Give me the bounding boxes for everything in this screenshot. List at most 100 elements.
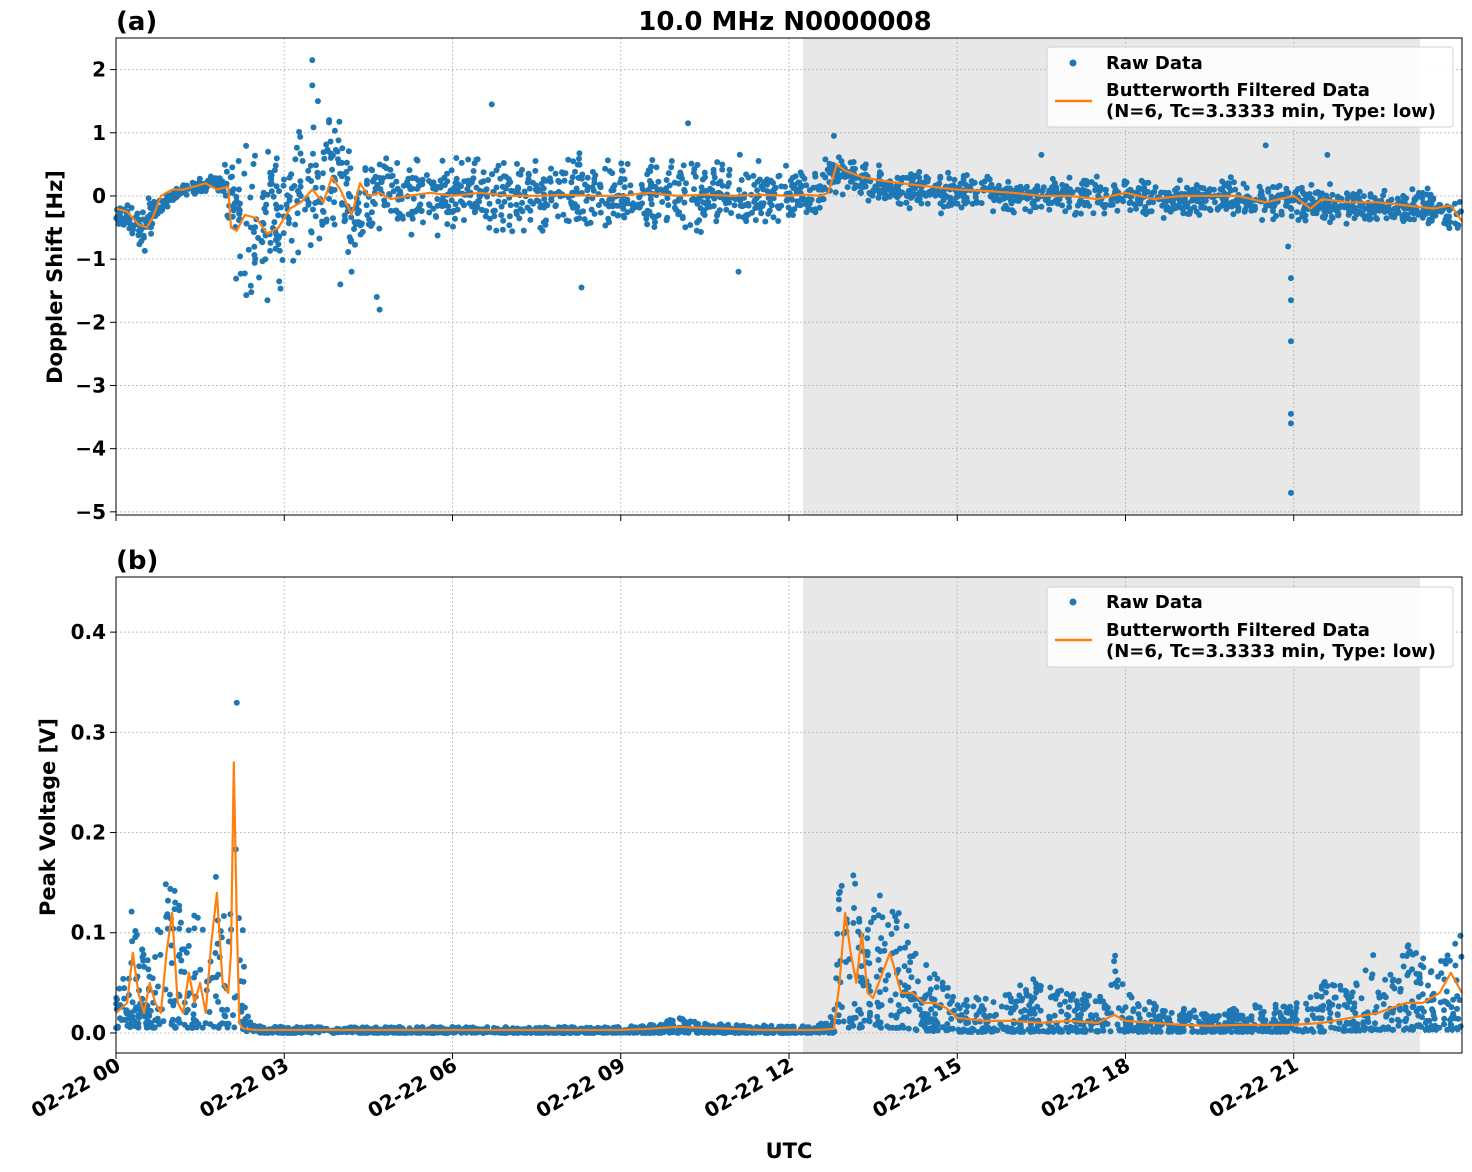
raw-data-point xyxy=(336,118,343,125)
raw-data-point xyxy=(666,182,673,189)
raw-data-point xyxy=(736,186,743,193)
raw-data-point xyxy=(1354,1021,1361,1028)
x-tick-label: 02-22 03 xyxy=(195,1053,293,1123)
raw-data-point xyxy=(1196,1018,1203,1025)
raw-data-point xyxy=(1046,206,1053,213)
raw-data-point xyxy=(899,189,906,196)
raw-data-point xyxy=(928,1006,935,1013)
legend-box xyxy=(1046,46,1454,128)
raw-data-point xyxy=(1420,964,1427,971)
raw-data-point xyxy=(946,1000,953,1007)
raw-data-point xyxy=(1149,1028,1156,1035)
raw-data-point xyxy=(236,186,242,193)
raw-data-point xyxy=(527,207,534,214)
raw-data-point xyxy=(864,926,871,933)
raw-data-point xyxy=(1344,195,1351,202)
raw-data-point xyxy=(276,188,282,195)
raw-data-point xyxy=(938,210,945,217)
raw-data-point xyxy=(129,1013,136,1020)
raw-data-point xyxy=(555,213,561,220)
raw-data-point xyxy=(1300,207,1307,214)
raw-data-point xyxy=(1352,205,1359,212)
raw-data-point xyxy=(918,200,925,207)
x-tick-label: 02-22 18 xyxy=(1036,1053,1134,1123)
raw-data-point xyxy=(984,173,991,180)
x-tick-label: 02-22 12 xyxy=(700,1053,798,1123)
raw-data-point xyxy=(273,201,279,208)
raw-data-point xyxy=(341,171,348,178)
raw-data-point xyxy=(1170,202,1177,209)
raw-data-point xyxy=(364,177,370,184)
raw-data-point xyxy=(145,195,152,202)
raw-data-point xyxy=(176,902,183,909)
raw-data-point xyxy=(1367,210,1374,217)
raw-data-point xyxy=(701,169,708,176)
raw-data-point xyxy=(1299,213,1306,220)
raw-data-point xyxy=(162,881,169,888)
raw-data-point xyxy=(889,1024,896,1031)
raw-data-point xyxy=(1287,275,1294,282)
raw-data-point xyxy=(924,200,931,207)
raw-data-point xyxy=(321,155,328,162)
raw-data-point xyxy=(229,164,236,171)
raw-data-point xyxy=(1090,210,1097,217)
raw-data-point xyxy=(1074,1028,1080,1035)
raw-data-point xyxy=(224,212,231,219)
raw-data-point xyxy=(834,176,841,182)
raw-data-point xyxy=(239,927,246,934)
raw-data-point xyxy=(1311,209,1317,216)
raw-data-point xyxy=(1116,1026,1123,1033)
raw-data-point xyxy=(606,168,613,175)
raw-data-point xyxy=(722,200,729,207)
raw-data-point xyxy=(736,151,743,158)
raw-data-point xyxy=(713,218,720,225)
raw-data-point xyxy=(291,183,298,189)
raw-data-point xyxy=(243,220,250,227)
raw-data-point xyxy=(139,209,146,216)
raw-data-point xyxy=(664,214,671,221)
raw-data-point xyxy=(869,192,876,199)
raw-data-point xyxy=(575,174,582,181)
raw-data-point xyxy=(1343,220,1350,227)
raw-data-point xyxy=(1102,187,1109,193)
raw-data-point xyxy=(1241,1028,1247,1035)
raw-data-point xyxy=(937,175,944,181)
raw-data-point xyxy=(1372,1020,1378,1027)
raw-data-point xyxy=(988,181,995,188)
raw-data-point xyxy=(978,200,985,207)
raw-data-point xyxy=(136,241,143,248)
raw-data-point xyxy=(649,157,656,163)
raw-data-point xyxy=(665,202,672,209)
raw-data-point xyxy=(1008,200,1015,207)
raw-data-point xyxy=(875,194,882,201)
raw-data-point xyxy=(914,978,921,985)
raw-data-point xyxy=(524,179,531,186)
x-tick-label: 02-22 06 xyxy=(363,1053,461,1123)
raw-data-point xyxy=(849,165,856,172)
raw-data-point xyxy=(1141,1006,1148,1013)
raw-data-point xyxy=(344,175,351,182)
raw-data-point xyxy=(478,206,485,213)
raw-data-point xyxy=(135,1024,142,1031)
raw-data-point xyxy=(1417,210,1424,217)
raw-data-point xyxy=(1327,1010,1334,1017)
raw-data-point xyxy=(445,203,452,210)
raw-data-point xyxy=(1024,195,1031,202)
raw-data-point xyxy=(887,997,894,1004)
raw-data-point xyxy=(319,170,326,177)
raw-data-point xyxy=(964,1003,971,1010)
raw-data-point xyxy=(1285,243,1292,250)
raw-data-point xyxy=(893,925,900,931)
raw-data-point xyxy=(1404,211,1411,218)
raw-data-point xyxy=(937,200,944,207)
raw-data-point xyxy=(1295,186,1302,192)
raw-data-point xyxy=(133,931,140,938)
raw-data-point xyxy=(183,191,190,198)
raw-data-point xyxy=(1435,973,1441,980)
raw-data-point xyxy=(347,238,354,245)
raw-data-point xyxy=(1278,208,1285,215)
raw-data-point xyxy=(707,203,714,210)
raw-data-point xyxy=(1031,198,1038,205)
raw-data-point xyxy=(426,202,433,209)
raw-data-point xyxy=(169,192,176,199)
